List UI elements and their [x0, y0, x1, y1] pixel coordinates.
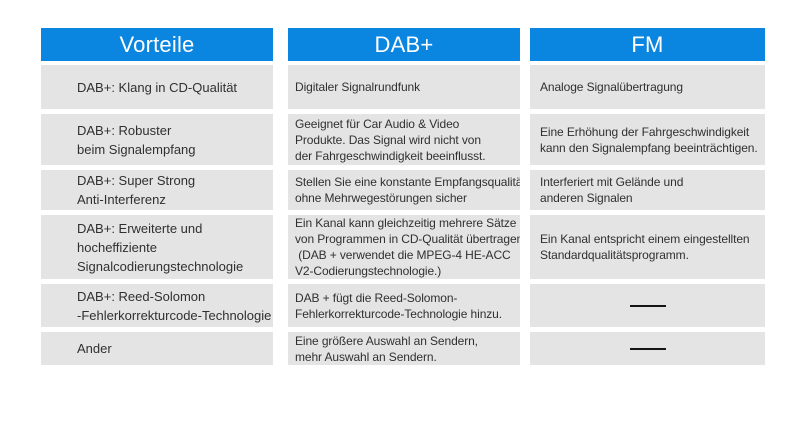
column-dab: DAB+ Digitaler Signalrundfunk Geeignet fü… — [288, 28, 520, 365]
cell-fm-row-5 — [530, 284, 765, 327]
cell-fm-row-2: Eine Erhöhung der Fahrgeschwindigkeit ka… — [530, 114, 765, 165]
cell-vorteile-row-6: Ander — [41, 332, 273, 365]
cell-text: Geeignet für Car Audio & Video Produkte.… — [295, 116, 486, 163]
cell-text: Analoge Signalübertragung — [540, 80, 683, 94]
cell-fm-row-3: Interferiert mit Gelände und anderen Sig… — [530, 170, 765, 210]
cell-text: Ander — [77, 341, 112, 356]
column-cells-dab: Digitaler Signalrundfunk Geeignet für Car… — [288, 65, 520, 365]
cell-dab-row-5: DAB + fügt die Reed-Solomon- Fehlerkorre… — [288, 284, 520, 327]
cell-vorteile-row-2: DAB+: Robuster beim Signalempfang — [41, 114, 273, 165]
cell-text: DAB+: Robuster beim Signalempfang — [77, 122, 196, 157]
cell-text: Interferiert mit Gelände und anderen Sig… — [540, 175, 684, 205]
column-cells-fm: Analoge Signalübertragung Eine Erhöhung d… — [530, 65, 765, 365]
cell-vorteile-row-5: DAB+: Reed-Solomon -Fehlerkorrekturcode-… — [41, 284, 273, 327]
column-vorteile: Vorteile DAB+: Klang in CD-Qualität DAB+:… — [41, 28, 273, 365]
column-header-vorteile: Vorteile — [41, 28, 273, 61]
cell-dab-row-2: Geeignet für Car Audio & Video Produkte.… — [288, 114, 520, 165]
cell-text: DAB+: Super Strong Anti-Interferenz — [77, 173, 196, 207]
column-cells-vorteile: DAB+: Klang in CD-Qualität DAB+: Robuster… — [41, 65, 273, 365]
dash-line — [629, 347, 666, 350]
cell-fm-row-1: Analoge Signalübertragung — [530, 65, 765, 109]
cell-dab-row-6: Eine größere Auswahl an Sendern, mehr Au… — [288, 332, 520, 365]
cell-text: Digitaler Signalrundfunk — [295, 80, 421, 94]
comparison-table: Vorteile DAB+: Klang in CD-Qualität DAB+:… — [41, 28, 765, 365]
dash-line — [629, 304, 666, 307]
cell-dab-row-4: Ein Kanal kann gleichzeitig mehrere Sätz… — [288, 215, 520, 279]
column-fm: FM Analoge Signalübertragung Eine Erhöhun… — [530, 28, 765, 365]
cell-text: Ein Kanal kann gleichzeitig mehrere Sätz… — [295, 216, 520, 278]
cell-text: Eine größere Auswahl an Sendern, mehr Au… — [295, 333, 478, 364]
cell-dab-row-3: Stellen Sie eine konstante Empfangsquali… — [288, 170, 520, 210]
cell-text: Eine Erhöhung der Fahrgeschwindigkeit ka… — [540, 124, 758, 155]
column-header-fm: FM — [530, 28, 765, 61]
cell-fm-row-6 — [530, 332, 765, 365]
cell-vorteile-row-4: DAB+: Erweiterte und hocheffiziente Sign… — [41, 215, 273, 279]
cell-text: DAB+: Klang in CD-Qualität — [77, 79, 238, 95]
column-header-dab: DAB+ — [288, 28, 520, 61]
cell-text: Ein Kanal entspricht einem eingestellten… — [540, 232, 750, 262]
cell-text: DAB+: Erweiterte und hocheffiziente Sign… — [77, 220, 244, 274]
cell-vorteile-row-1: DAB+: Klang in CD-Qualität — [41, 65, 273, 109]
cell-vorteile-row-3: DAB+: Super Strong Anti-Interferenz — [41, 170, 273, 210]
cell-dab-row-1: Digitaler Signalrundfunk — [288, 65, 520, 109]
cell-text: DAB + fügt die Reed-Solomon- Fehlerkorre… — [295, 290, 502, 321]
cell-text: Stellen Sie eine konstante Empfangsquali… — [295, 175, 520, 205]
cell-text: DAB+: Reed-Solomon -Fehlerkorrekturcode-… — [77, 288, 272, 323]
cell-fm-row-4: Ein Kanal entspricht einem eingestellten… — [530, 215, 765, 279]
